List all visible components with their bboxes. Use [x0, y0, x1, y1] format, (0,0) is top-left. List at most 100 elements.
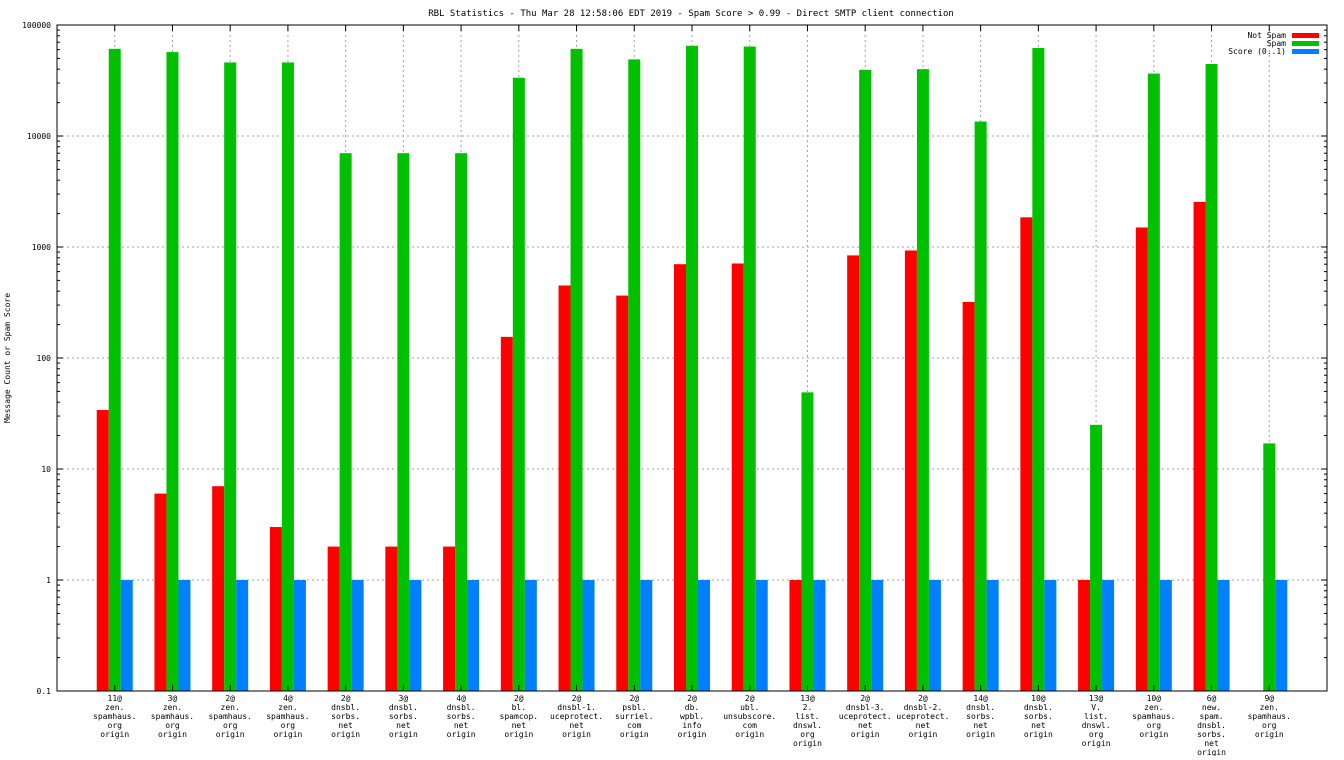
x-tick-label-line: sorbs. [1197, 730, 1226, 739]
x-tick-label-line: origin [620, 730, 649, 739]
x-tick-label-line: net [396, 721, 411, 730]
bar-spam [686, 45, 698, 692]
x-tick-label: 13@ 2. list. dnswl. org origin [793, 694, 822, 748]
x-tick-label-line: 2@ [572, 694, 582, 703]
x-tick-label-line: sorbs. [389, 712, 418, 721]
x-tick-label-line: 10@ [1031, 694, 1046, 703]
x-tick-label: 3@ zen. spamhaus. org origin [151, 694, 194, 739]
x-tick-label-line: origin [331, 730, 360, 739]
x-tick-label: 2@ db. wpbl. info origin [678, 694, 707, 739]
x-tick-label-line: zen. [221, 703, 240, 712]
x-tick-label-line: org [1147, 721, 1162, 730]
x-tick-label: 4@ zen. spamhaus. org origin [266, 694, 309, 739]
x-tick-label-line: net [858, 721, 873, 730]
x-tick-label-line: wpbl. [680, 712, 704, 721]
x-tick-label-line: 2@ [918, 694, 928, 703]
x-tick-label: 9@ zen. spamhaus. org origin [1248, 694, 1291, 739]
x-tick-label: 4@ dnsbl. sorbs. net origin [447, 694, 476, 739]
x-tick-label: 6@ new. spam. dnsbl. sorbs. net origin [1197, 694, 1226, 756]
x-tick-label: 2@ dnsbl-2. uceprotect. net origin [896, 694, 949, 739]
x-tick-label-line: 3@ [399, 694, 409, 703]
x-tick-label-line: org [1262, 721, 1277, 730]
bar-spam [1205, 64, 1218, 691]
bar-score-0-1 [178, 580, 191, 691]
x-tick-label: 2@ dnsbl. sorbs. net origin [331, 694, 360, 739]
bar-score-0-1 [640, 580, 653, 691]
x-tick-label-line: net [569, 721, 584, 730]
legend-label: Not Spam [1247, 31, 1286, 40]
x-tick-label-line: origin [447, 730, 476, 739]
x-tick-label-line: dnsbl. [1197, 721, 1226, 730]
x-tick-label-line: db. [685, 703, 699, 712]
x-tick-label-line: origin [100, 730, 129, 739]
x-tick-label-line: 2. [803, 703, 813, 712]
bar-score-0-1 [813, 580, 826, 691]
x-tick-label-line: net [338, 721, 353, 730]
bar-score-0-1 [524, 580, 537, 691]
x-tick-label-line: zen. [1260, 703, 1279, 712]
x-tick-label-line: net [454, 721, 469, 730]
x-tick-label-line: origin [1255, 730, 1284, 739]
bar-not-spam [731, 263, 744, 691]
bar-spam [224, 62, 237, 691]
x-tick-label-line: org [223, 721, 238, 730]
bar-spam [166, 52, 179, 691]
legend-label: Spam [1267, 39, 1286, 48]
bar-score-0-1 [1217, 580, 1230, 691]
bar-score-0-1 [698, 580, 710, 691]
bar-spam [397, 153, 410, 692]
plot-border [56, 24, 1328, 692]
legend-swatch [1292, 41, 1319, 46]
x-tick-label: 3@ dnsbl. sorbs. net origin [389, 694, 418, 739]
bar-spam [339, 153, 352, 692]
x-tick-label-line: spamhaus. [151, 712, 194, 721]
x-tick-label-line: 6@ [1207, 694, 1217, 703]
x-tick-label-line: zen. [105, 703, 124, 712]
x-tick-label-line: uceprotect. [839, 712, 892, 721]
x-tick-label-line: list. [1084, 712, 1108, 721]
chart-title: RBL Statistics - Thu Mar 28 12:58:06 EDT… [428, 9, 954, 19]
x-tick-label-line: sorbs. [966, 712, 995, 721]
x-tick-label-line: 3@ [168, 694, 178, 703]
x-tick-label-line: 14@ [973, 694, 988, 703]
bar-spam [455, 153, 468, 692]
bar-score-0-1 [467, 580, 480, 691]
x-tick-label-line: info [682, 721, 701, 730]
x-tick-label-line: 13@ [1089, 694, 1104, 703]
x-tick-label-line: 4@ [283, 694, 293, 703]
x-tick-label-line: dnsbl. [447, 703, 476, 712]
bar-spam [570, 48, 583, 692]
x-tick-label-line: 2@ [629, 694, 639, 703]
bar-score-0-1 [351, 580, 364, 691]
x-tick-label-line: net [1204, 739, 1219, 748]
bar-not-spam [154, 493, 167, 691]
bar-not-spam [558, 285, 571, 691]
bar-spam [916, 69, 929, 692]
bar-spam [1147, 73, 1160, 691]
x-tick-label: 10@ dnsbl. sorbs. net origin [1024, 694, 1053, 739]
bar-not-spam [385, 546, 398, 691]
bar-spam [512, 77, 525, 691]
x-tick-label: 2@ bl. spamcop. net origin [500, 694, 539, 739]
x-tick-label-line: 2@ [225, 694, 235, 703]
x-tick-label-line: zen. [163, 703, 182, 712]
bar-spam [1090, 424, 1103, 691]
x-tick-label-line: sorbs. [1024, 712, 1053, 721]
x-tick-label-line: spamcop. [500, 712, 539, 721]
x-tick-label: 14@ dnsbl. sorbs. net origin [966, 694, 995, 739]
bar-score-0-1 [120, 580, 133, 691]
bar-not-spam [327, 546, 340, 691]
y-tick-label: 10000 [27, 132, 51, 141]
bar-not-spam [674, 264, 686, 691]
bar-spam [743, 46, 756, 691]
x-tick-label-line: origin [793, 739, 822, 748]
x-tick-label-line: com [627, 721, 642, 730]
x-tick-label-line: net [512, 721, 527, 730]
x-tick-label-line: spamhaus. [209, 712, 252, 721]
x-tick-label-line: uceprotect. [550, 712, 603, 721]
x-tick-label-line: spam. [1199, 712, 1223, 721]
x-tick-label-line: com [743, 721, 758, 730]
